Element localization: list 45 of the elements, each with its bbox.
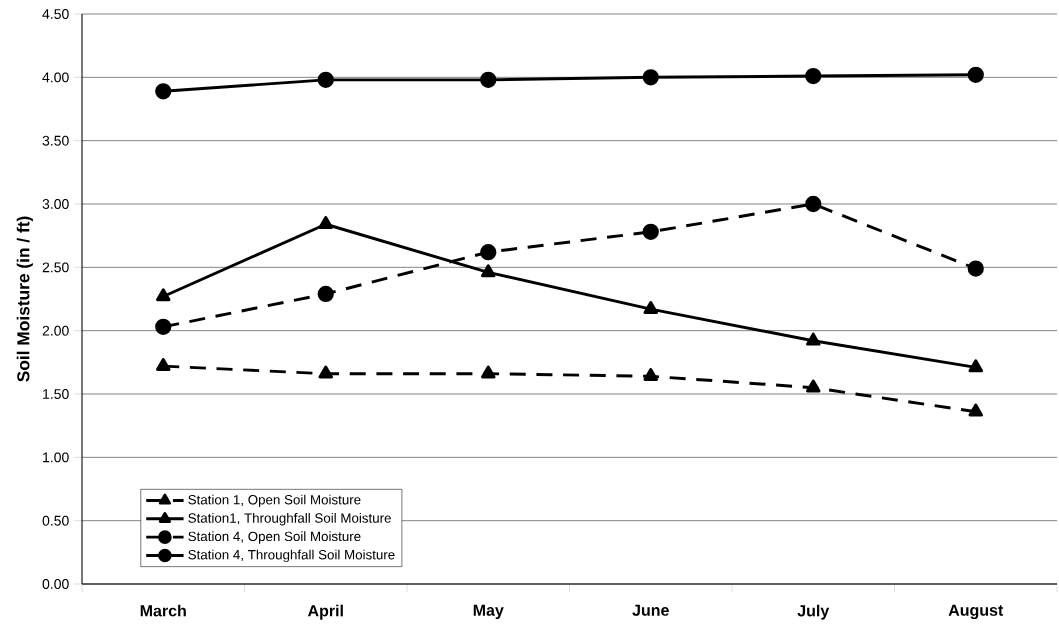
point: [480, 71, 497, 88]
y-tick-label: 4.50: [42, 9, 69, 19]
y-tick-label: 2.00: [42, 325, 69, 336]
point: [318, 216, 333, 230]
point: [806, 332, 821, 346]
y-tick-label: 4.00: [42, 72, 69, 83]
point: [480, 243, 497, 261]
y-tick-label: 1.00: [43, 452, 69, 463]
y-tick-label: 0.50: [42, 515, 69, 526]
legend-label: Station 1, Open Soil Moisture: [188, 494, 361, 508]
y-tick-label: 2.50: [42, 262, 69, 273]
legend-label: Station 4, Throughfall Soil Moisture: [188, 549, 395, 563]
x-tick-label: April: [307, 604, 343, 620]
point: [642, 223, 659, 240]
point: [967, 66, 984, 83]
point: [317, 71, 334, 88]
y-axis-title: Soil Moisture (in / ft): [16, 216, 33, 382]
y-tick-label: 1.50: [43, 389, 69, 399]
point: [968, 403, 984, 417]
point: [805, 67, 822, 85]
point: [805, 195, 822, 213]
point: [155, 83, 172, 100]
point: [481, 264, 496, 278]
point: [156, 288, 171, 302]
legend-label: Station 4, Open Soil Moisture: [188, 531, 361, 544]
x-tick-label: August: [948, 604, 1004, 620]
point: [481, 365, 496, 379]
y-tick-label: 3.00: [42, 199, 69, 209]
x-tick-label: June: [632, 604, 669, 616]
legend-label: Station1, Throughfall Soil Moisture: [188, 512, 391, 526]
point: [317, 285, 334, 303]
point: [968, 359, 984, 373]
x-tick-label: March: [140, 604, 186, 617]
y-tick-label: 3.50: [42, 135, 69, 146]
point: [156, 358, 171, 371]
point: [643, 300, 658, 314]
point: [155, 318, 172, 335]
y-tick-label: 0.00: [42, 579, 69, 589]
point: [643, 368, 658, 382]
point: [642, 69, 659, 86]
x-tick-label: May: [473, 604, 504, 620]
x-tick-label: July: [797, 604, 830, 620]
point: [806, 379, 821, 393]
point: [967, 260, 984, 277]
point: [318, 365, 333, 379]
